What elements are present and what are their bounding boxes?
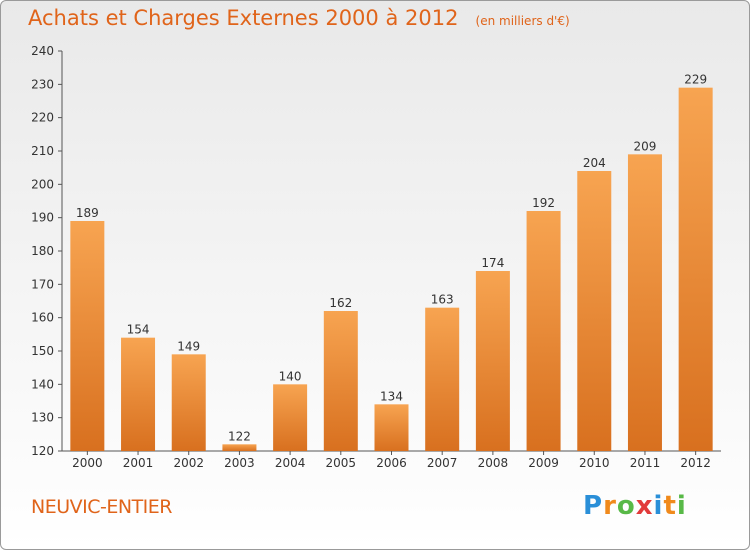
bar-2006	[374, 404, 409, 451]
y-tick-label: 150	[31, 344, 54, 358]
data-label-2007: 163	[431, 293, 454, 307]
bar-2001	[121, 337, 156, 451]
x-tick-label: 2008	[478, 456, 509, 470]
bar-2000	[70, 221, 105, 451]
y-tick-label: 240	[31, 44, 54, 58]
logo-letter: o	[616, 491, 636, 521]
data-label-2008: 174	[481, 256, 504, 270]
bar-2003	[222, 444, 257, 451]
chart-title: Achats et Charges Externes 2000 à 2012	[28, 6, 459, 30]
bar-2010	[577, 171, 612, 451]
bar-2008	[475, 271, 510, 451]
y-tick-label: 190	[31, 211, 54, 225]
x-tick-label: 2011	[630, 456, 661, 470]
y-tick-label: 210	[31, 144, 54, 158]
x-tick-label: 2001	[123, 456, 154, 470]
y-tick-label: 130	[31, 411, 54, 425]
y-tick-label: 160	[31, 311, 54, 325]
data-label-2009: 192	[532, 196, 555, 210]
logo-letter: P	[583, 491, 604, 521]
logo-letter: x	[635, 491, 654, 521]
data-label-2002: 149	[177, 339, 200, 353]
y-tick-label: 220	[31, 111, 54, 125]
x-tick-label: 2002	[173, 456, 204, 470]
chart-title-row: Achats et Charges Externes 2000 à 2012 (…	[28, 6, 570, 30]
data-label-2001: 154	[127, 323, 150, 337]
y-tick-label: 140	[31, 377, 54, 391]
y-tick-label: 120	[31, 444, 54, 458]
bar-2007	[425, 307, 460, 451]
chart-axes: 120 130 140 150 160 170 180 190 200 210 220 230 240 2…	[31, 44, 721, 470]
x-tick-label: 2004	[275, 456, 306, 470]
x-tick-label: 2000	[72, 456, 103, 470]
bar-2004	[273, 384, 308, 451]
data-label-2000: 189	[76, 206, 99, 220]
commune-name: NEUVIC-ENTIER	[31, 496, 172, 518]
y-tick-label: 180	[31, 244, 54, 258]
data-label-2006: 134	[380, 389, 403, 403]
x-tick-label: 2006	[376, 456, 407, 470]
data-label-2005: 162	[329, 296, 352, 310]
data-labels: 189 154 149 122 140 162 134 163 174 192 204 209 229	[76, 73, 707, 444]
data-label-2004: 140	[279, 369, 302, 383]
x-tick-label: 2007	[427, 456, 458, 470]
proxiti-logo[interactable]: Proxiti	[583, 491, 687, 521]
bar-2012	[678, 87, 713, 452]
logo-letter: t	[663, 491, 677, 521]
x-tick-label: 2005	[326, 456, 357, 470]
bar-2002	[171, 354, 206, 451]
x-tick-label: 2010	[579, 456, 610, 470]
bar-2009	[526, 211, 561, 451]
data-label-2011: 209	[634, 139, 657, 153]
data-label-2012: 229	[684, 73, 707, 87]
bar-2011	[627, 154, 662, 452]
y-tick-label: 230	[31, 77, 54, 91]
logo-letter: i	[676, 491, 687, 521]
bar-2005	[323, 311, 358, 451]
bar-series	[70, 87, 713, 452]
data-label-2010: 204	[583, 156, 606, 170]
data-label-2003: 122	[228, 429, 251, 443]
y-tick-label: 200	[31, 177, 54, 191]
logo-letter: i	[653, 491, 664, 521]
y-tick-label: 170	[31, 277, 54, 291]
logo-letter: r	[603, 491, 617, 521]
chart-subtitle: (en milliers d'€)	[475, 14, 570, 28]
x-tick-label: 2003	[224, 456, 255, 470]
x-tick-label: 2009	[528, 456, 559, 470]
x-tick-label: 2012	[680, 456, 711, 470]
